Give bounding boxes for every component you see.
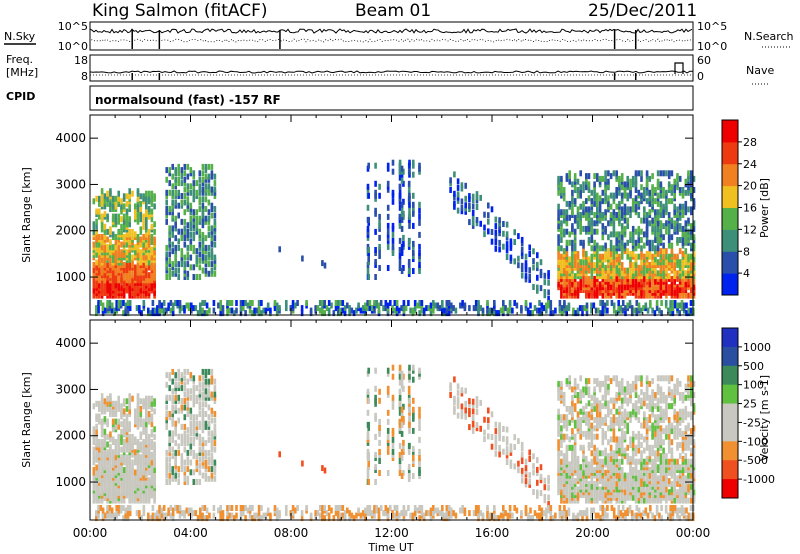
velocity-ytick-label: 1000 [55, 475, 86, 489]
velocity-colorbar-tick: -100 [743, 435, 768, 448]
x-axis-title: Time UT [367, 541, 413, 554]
power-y-axis: 1000 2000 3000 4000 [55, 131, 693, 284]
freq-strip: Freq. [MHz] 18 8 60 0 Nave [6, 53, 774, 85]
power-colorbar-tick: 24 [743, 158, 757, 171]
power-ytick-label: 3000 [55, 177, 86, 191]
power-colorbar-tick: 28 [743, 136, 757, 149]
cpid-strip: CPID normalsound (fast) -157 RF [6, 85, 694, 111]
velocity-colorbar-tick: -500 [743, 454, 768, 467]
velocity-panel: 1000 2000 3000 4000 Slant Range [km] [20, 319, 696, 522]
freq-tick-bottom: 8 [81, 70, 88, 83]
freq-unit-label: [MHz] [6, 66, 38, 79]
x-tick-label: 20:00 [575, 526, 610, 540]
velocity-ytick-label: 4000 [55, 336, 86, 350]
velocity-colorbar-swatch [722, 365, 738, 386]
velocity-colorbar-swatch [722, 403, 738, 423]
power-colorbar-swatch [722, 163, 738, 187]
velocity-colorbar-tick: 500 [743, 360, 764, 373]
nsky-tick-bottom: 10^0 [58, 40, 88, 53]
velocity-colorbar-swatch [722, 460, 738, 480]
velocity-colorbar-swatch [722, 441, 738, 461]
nsearch-tick-top: 10^5 [697, 20, 727, 33]
site-title: King Salmon (fitACF) [92, 1, 268, 21]
x-axis-labels: 00:00 04:00 08:00 12:00 16:00 20:00 00:00 [73, 526, 711, 540]
nsky-trace [89, 28, 693, 49]
power-colorbar: 4 8 12 16 20 24 28 Power [dB] [721, 119, 771, 296]
date-title: 25/Dec/2011 [588, 1, 697, 21]
nsearch-tick-bottom: 10^0 [697, 40, 727, 53]
x-tick-label: 08:00 [274, 526, 309, 540]
freq-trace [89, 62, 693, 80]
power-colorbar-tick: 8 [743, 245, 750, 258]
velocity-colorbar-tick: 100 [743, 379, 764, 392]
velocity-colorbar-swatch [722, 328, 738, 348]
power-colorbar-swatch [722, 185, 738, 208]
power-ylabel: Slant Range [km] [20, 167, 33, 263]
power-cells [92, 159, 696, 317]
x-tick-label: 00:00 [676, 526, 711, 540]
velocity-ylabel: Slant Range [km] [20, 372, 33, 468]
power-ytick-label: 1000 [55, 270, 86, 284]
power-panel: 1000 2000 3000 4000 Slant Range [km] [20, 114, 696, 317]
nsky-strip: N.Sky 10^5 10^0 10^5 10^0 N.Search [4, 20, 794, 53]
power-colorbar-swatch [722, 207, 738, 230]
x-tick-label: 12:00 [374, 526, 409, 540]
power-ytick-label: 2000 [55, 224, 86, 238]
velocity-colorbar: 1000 500 100 25 -25 -100 -500 -1000 Velocity [m… [721, 327, 775, 499]
velocity-colorbar-label: Velocity [m s-1] [758, 375, 771, 461]
power-colorbar-swatch [722, 120, 738, 143]
velocity-cells [92, 364, 696, 522]
nsky-tick-top: 10^5 [58, 20, 88, 33]
cpid-label: CPID [6, 90, 35, 103]
cpid-text: normalsound (fast) -157 RF [95, 93, 281, 107]
velocity-colorbar-swatch [722, 479, 738, 499]
nave-label: Nave [746, 64, 774, 77]
power-colorbar-swatch [722, 229, 738, 252]
power-ytick-label: 4000 [55, 131, 86, 145]
nsearch-label: N.Search [744, 30, 794, 43]
power-x-ticks [89, 115, 694, 315]
velocity-colorbar-tick: 25 [743, 398, 757, 411]
nave-tick-bottom: 0 [697, 70, 704, 83]
freq-label: Freq. [6, 53, 33, 66]
x-tick-label: 04:00 [173, 526, 208, 540]
velocity-ytick-label: 2000 [55, 429, 86, 443]
nsky-label: N.Sky [4, 30, 36, 43]
velocity-y-axis: 1000 2000 3000 4000 [55, 336, 693, 489]
velocity-colorbar-tick: -25 [743, 416, 761, 429]
beam-title: Beam 01 [355, 1, 431, 21]
nave-tick-top: 60 [697, 54, 711, 67]
power-colorbar-tick: 20 [743, 180, 757, 193]
power-colorbar-label: Power [dB] [758, 178, 771, 238]
power-colorbar-tick: 16 [743, 202, 757, 215]
power-colorbar-swatch [722, 141, 738, 165]
power-colorbar-swatch [722, 273, 738, 296]
power-colorbar-tick: 12 [743, 223, 757, 236]
velocity-colorbar-tick: -1000 [743, 473, 775, 486]
freq-tick-top: 18 [74, 54, 88, 67]
velocity-colorbar-tick: 1000 [743, 341, 771, 354]
velocity-colorbar-swatch [722, 422, 738, 442]
x-tick-label: 00:00 [73, 526, 108, 540]
power-colorbar-tick: 4 [743, 267, 750, 280]
velocity-colorbar-swatch [722, 346, 738, 367]
x-tick-label: 16:00 [475, 526, 510, 540]
velocity-ytick-label: 3000 [55, 382, 86, 396]
velocity-x-ticks [89, 320, 694, 520]
velocity-colorbar-swatch [722, 384, 738, 405]
power-colorbar-swatch [722, 251, 738, 274]
